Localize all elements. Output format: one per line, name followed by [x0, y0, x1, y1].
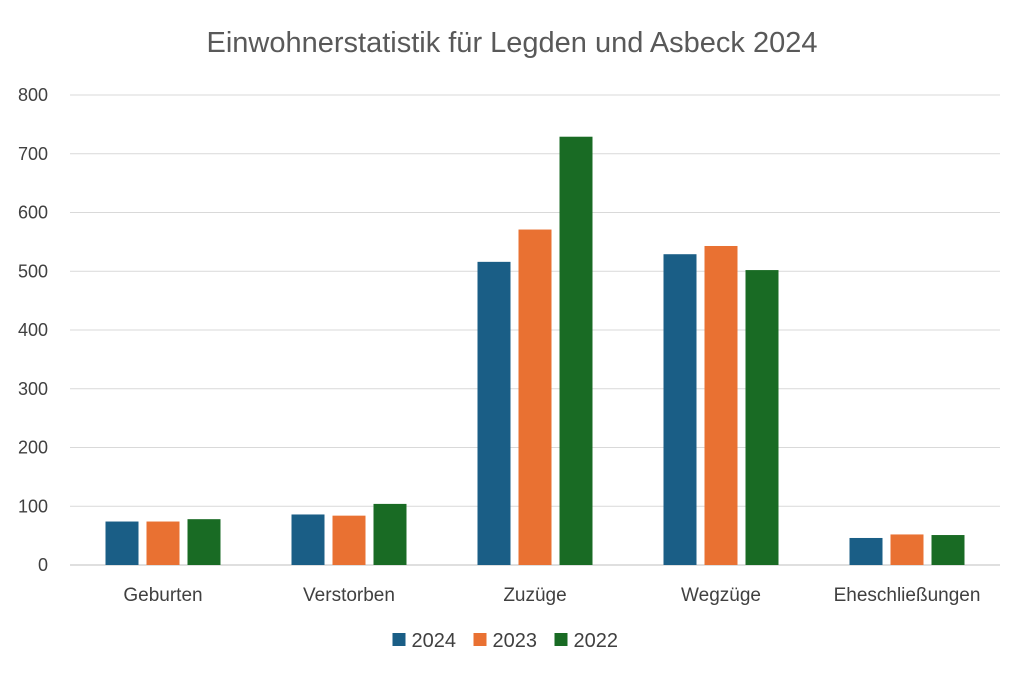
bar-2024-geburten — [105, 521, 139, 565]
legend-label: 2022 — [574, 630, 619, 652]
x-category-label: Verstorben — [303, 585, 395, 606]
bar-2022-wegzüge — [745, 270, 779, 565]
y-tick-label: 800 — [18, 85, 48, 105]
bar-2023-zuzüge — [518, 229, 552, 565]
y-tick-label: 400 — [18, 320, 48, 340]
bar-2022-eheschließungen — [931, 535, 965, 565]
y-tick-label: 300 — [18, 379, 48, 399]
legend-label: 2023 — [493, 630, 538, 652]
bars — [105, 136, 965, 566]
x-category-label: Geburten — [123, 585, 202, 606]
legend: 2024 2023 2022 — [392, 630, 619, 652]
bar-2022-verstorben — [373, 503, 407, 565]
legend-item-2022: 2022 — [554, 630, 619, 652]
y-tick-label: 700 — [18, 144, 48, 164]
bar-2022-zuzüge — [559, 136, 593, 565]
bar-2024-verstorben — [291, 514, 325, 565]
legend-swatch — [473, 633, 487, 646]
legend-swatch — [392, 633, 406, 646]
y-tick-label: 200 — [18, 438, 48, 458]
bar-2024-eheschließungen — [849, 537, 883, 565]
bar-2024-zuzüge — [477, 261, 511, 565]
x-category-label: Zuzüge — [503, 585, 566, 606]
y-tick-label: 0 — [38, 555, 48, 575]
x-category-label: Eheschließungen — [834, 585, 981, 606]
y-tick-label: 500 — [18, 261, 48, 281]
bar-2024-wegzüge — [663, 254, 697, 565]
legend-item-2024: 2024 — [392, 630, 457, 652]
bar-2023-wegzüge — [704, 245, 738, 566]
x-category-label: Wegzüge — [681, 585, 761, 606]
x-axis-categories: Geburten Verstorben Zuzüge Wegzüge Eheschlie… — [123, 585, 980, 606]
legend-label: 2024 — [412, 630, 457, 652]
bar-2023-eheschließungen — [890, 534, 924, 565]
chart-title: Einwohnerstatistik für Legden und Asbeck… — [206, 27, 817, 59]
y-tick-label: 600 — [18, 203, 48, 223]
y-axis-ticks: 0 100 200 300 400 500 600 700 800 — [18, 85, 48, 575]
y-tick-label: 100 — [18, 496, 48, 516]
bar-2022-geburten — [187, 519, 221, 565]
bar-2023-verstorben — [332, 515, 366, 565]
legend-swatch — [554, 633, 568, 646]
bar-2023-geburten — [146, 521, 180, 565]
legend-item-2023: 2023 — [473, 630, 538, 652]
